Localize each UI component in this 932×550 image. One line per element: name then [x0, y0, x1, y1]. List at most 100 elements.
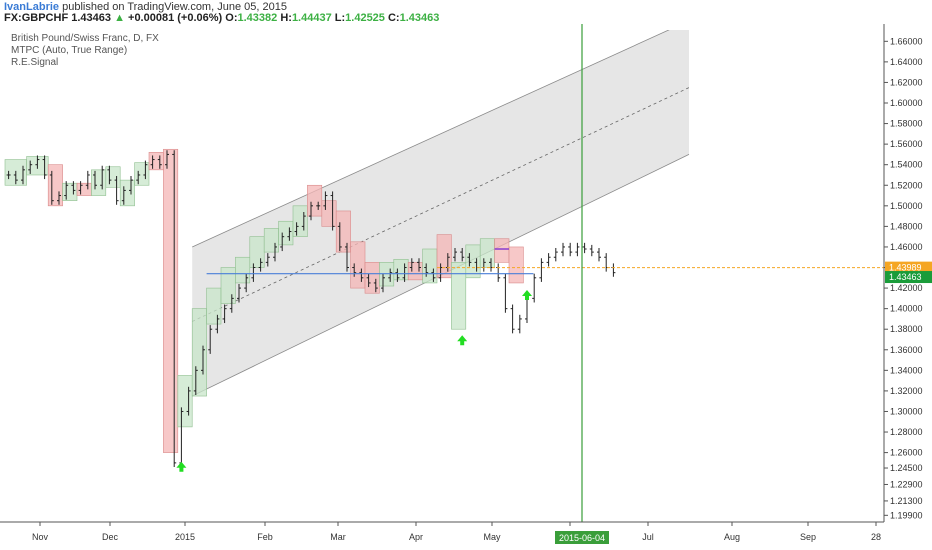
- price-bar: [381, 273, 385, 293]
- arrow-shape: [522, 290, 532, 301]
- price-bar: [388, 268, 393, 282]
- published-text: published on TradingView.com, June 05, 2…: [62, 1, 287, 13]
- bull-box: [91, 169, 107, 196]
- price-bar: [222, 304, 227, 324]
- bull-box: [451, 262, 467, 330]
- bear-box: [47, 164, 63, 207]
- price-bar: [417, 258, 421, 272]
- price-bar: [294, 222, 299, 236]
- y-tick-label: 1.58000: [890, 119, 923, 129]
- bull-box: [465, 244, 481, 279]
- price-bar: [193, 366, 198, 396]
- price-bar: [568, 242, 573, 257]
- price-bar: [114, 176, 119, 205]
- author-link[interactable]: IvanLabrie: [4, 1, 60, 13]
- price-bar: [6, 170, 11, 180]
- price-bar: [172, 150, 177, 467]
- bull-box: [191, 308, 207, 397]
- price-bar: [287, 227, 292, 241]
- price-bar: [273, 242, 277, 262]
- signal-up-arrow-icon: [522, 290, 532, 301]
- price-bar: [604, 253, 609, 272]
- price-chart[interactable]: 1.66000 1.64000 1.62000 1.60000 1.58000 1.560…: [0, 24, 932, 550]
- bear-box: [163, 148, 179, 453]
- price-bar: [597, 247, 601, 262]
- price-bar: [424, 263, 429, 277]
- price-bar: [402, 263, 407, 282]
- price-bar: [251, 263, 256, 282]
- symbol-label[interactable]: FX:GBPCHF: [4, 12, 69, 24]
- bear-box: [494, 238, 510, 263]
- price-bar: [532, 273, 537, 303]
- indicator-mtpc-label[interactable]: MTPC (Auto, True Range): [11, 45, 128, 56]
- y-tick-label: 1.30000: [890, 406, 923, 416]
- publish-line: IvanLabrie published on TradingView.com,…: [4, 1, 287, 13]
- price-bar: [359, 268, 364, 282]
- open-value: 1.43382: [237, 12, 278, 24]
- x-tick-label: Aug: [724, 532, 740, 542]
- x-tick-label: Jul: [642, 532, 654, 542]
- y-tick-label: 1.38000: [890, 324, 923, 334]
- channel-fill: [192, 30, 689, 397]
- price-bar: [553, 247, 558, 262]
- price-bar: [589, 244, 594, 257]
- price-bar: [129, 176, 133, 195]
- bear-box: [508, 246, 524, 284]
- price-bar: [93, 170, 97, 190]
- x-tick-label: Mar: [330, 532, 346, 542]
- price-bar: [345, 242, 349, 272]
- bull-box: [235, 256, 251, 284]
- price-bar: [237, 283, 241, 303]
- price-bar: [539, 258, 544, 282]
- cursor-date-badge: [555, 531, 609, 544]
- price-bar: [186, 386, 191, 416]
- price-bar: [366, 273, 371, 288]
- price-bar: [35, 155, 40, 169]
- y-tick-label: 1.34000: [890, 365, 923, 375]
- bear-box: [407, 262, 423, 281]
- price-bar: [280, 232, 285, 252]
- signal-arrows: [176, 290, 532, 472]
- last-price-text: 1.43463: [889, 272, 922, 282]
- high-value: 1.44437: [291, 12, 332, 24]
- price-bar: [316, 201, 321, 210]
- price-bar: [496, 263, 501, 282]
- price-bar: [575, 242, 580, 257]
- price-bar: [258, 258, 263, 272]
- y-tick-label: 1.46000: [890, 242, 923, 252]
- price-bar: [373, 278, 378, 293]
- channel-upper-line: [192, 30, 670, 248]
- price-bar: [107, 165, 112, 185]
- regression-channel: [192, 30, 690, 397]
- price-bar: [229, 294, 234, 313]
- price-bar: [561, 242, 565, 257]
- price-bar: [57, 191, 61, 205]
- indicator-resignal-label[interactable]: R.E.Signal: [11, 57, 59, 68]
- y-tick-label: 1.19900: [890, 510, 923, 520]
- x-tick-label: May: [483, 532, 501, 542]
- price-bar: [136, 170, 141, 185]
- signal-up-arrow-icon: [457, 335, 468, 346]
- bull-box: [119, 179, 135, 207]
- price-bar: [431, 268, 436, 282]
- price-bar: [352, 263, 357, 277]
- bull-box: [134, 162, 150, 186]
- bull-box: [292, 205, 308, 237]
- overlay-lines: [206, 24, 884, 522]
- bear-box: [321, 200, 337, 227]
- bull-box: [393, 258, 409, 281]
- publish-header: IvanLabrie published on TradingView.com,…: [0, 0, 932, 24]
- y-tick-label: 1.42000: [890, 283, 923, 293]
- price-bar: [165, 150, 169, 169]
- quote-line: FX:GBPCHF 1.43463 ▲ +0.00081 (+0.06%) O:…: [4, 12, 439, 24]
- price-bar: [337, 222, 342, 252]
- y-tick-label: 1.50000: [890, 201, 923, 211]
- y-tick-label: 1.56000: [890, 139, 923, 149]
- price-bar: [323, 191, 328, 210]
- x-tick-label: Sep: [800, 532, 816, 542]
- low-label: L:: [334, 12, 346, 24]
- axes: 1.66000 1.64000 1.62000 1.60000 1.58000 1.560…: [0, 24, 932, 544]
- price-bar: [330, 191, 335, 231]
- signal-up-arrow-icon: [176, 461, 187, 472]
- orange-price-badge: [885, 261, 932, 274]
